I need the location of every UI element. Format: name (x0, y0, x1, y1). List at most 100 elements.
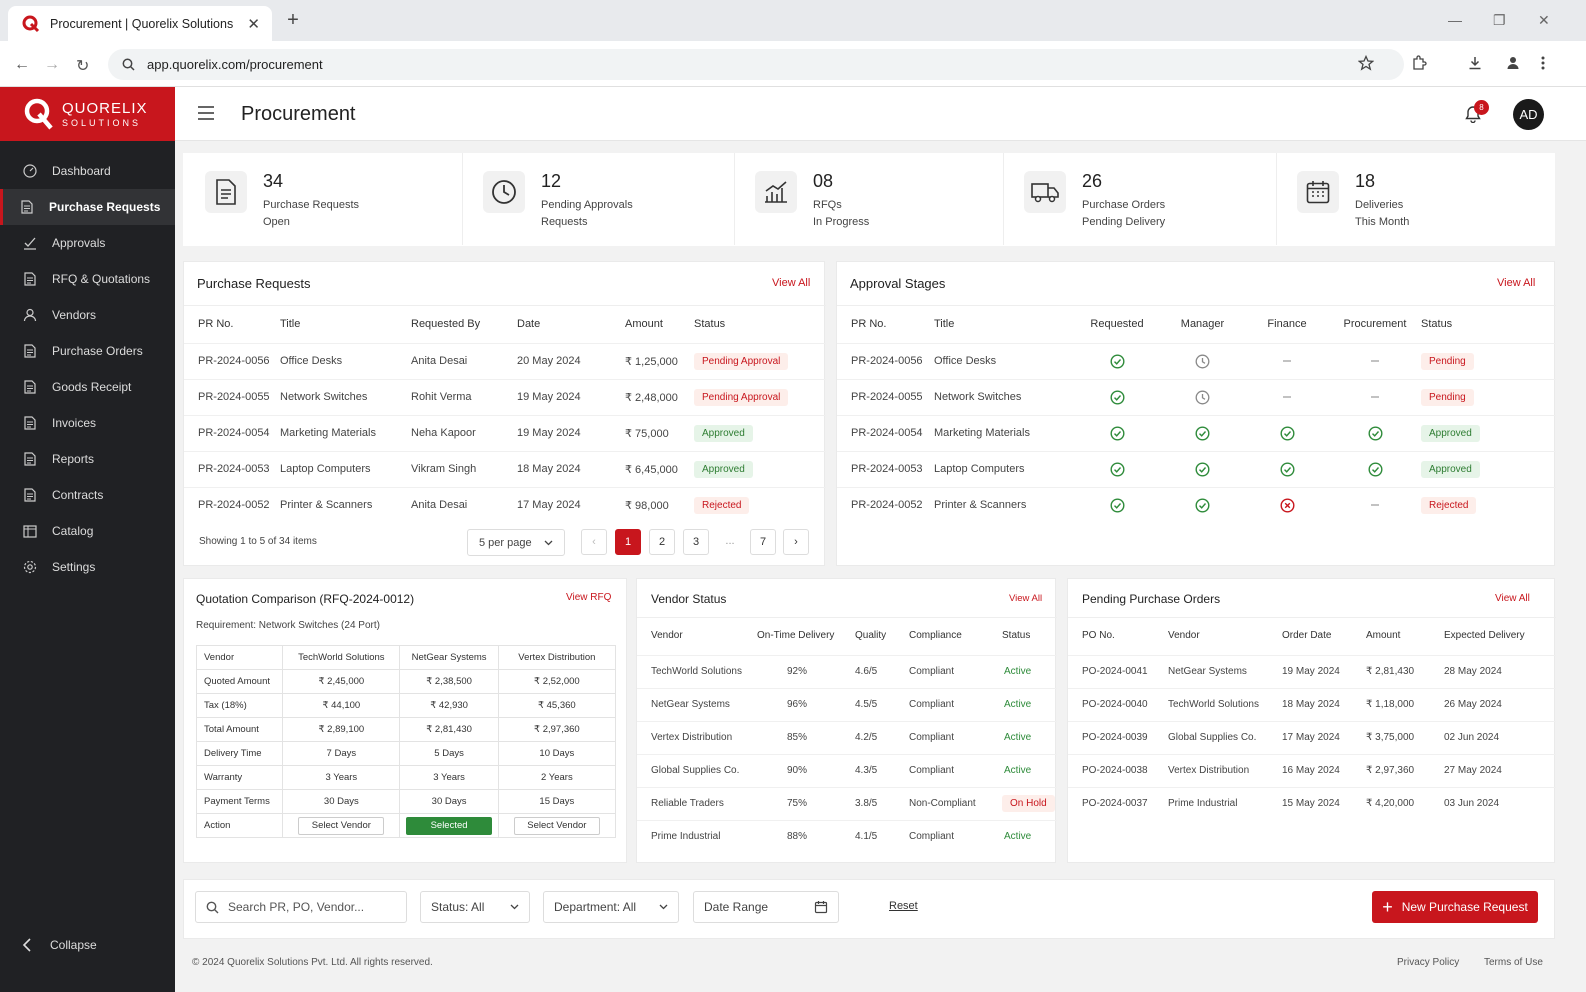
copyright-text: © 2024 Quorelix Solutions Pvt. Ltd. All … (192, 957, 433, 968)
terms-link[interactable]: Terms of Use (1484, 957, 1543, 968)
pr-view-all-link[interactable]: View All (772, 277, 811, 289)
column-header: Requested (1090, 318, 1144, 331)
department-filter-select[interactable]: Department: All (543, 891, 679, 923)
restore-icon[interactable]: ❐ (1493, 12, 1506, 28)
reload-icon[interactable]: ↻ (76, 58, 90, 75)
select-vendor-button[interactable]: Select Vendor (298, 816, 385, 835)
table-cell: Compliant (909, 819, 1002, 853)
table-row[interactable]: PR-2024-0052 Printer & Scanners Rejected (837, 486, 1556, 523)
sidebar-item-settings[interactable]: Settings (0, 549, 175, 585)
sidebar-item-goods-receipt[interactable]: Goods Receipt (0, 369, 175, 405)
sidebar-item-contracts[interactable]: Contracts (0, 477, 175, 513)
reset-link[interactable]: Reset (889, 900, 918, 912)
download-icon[interactable] (1467, 55, 1483, 71)
sidebar-item-catalog[interactable]: Catalog (0, 513, 175, 549)
address-bar[interactable]: app.quorelix.com/procurement (108, 49, 1404, 80)
extensions-icon[interactable] (1411, 55, 1427, 71)
table-row[interactable]: PR-2024-0055 Network Switches Pending (837, 378, 1556, 415)
table-cell: 96% (757, 687, 855, 721)
table-row[interactable]: PR-2024-0056 Office Desks Pending (837, 342, 1556, 379)
hamburger-menu-icon[interactable] (197, 106, 215, 120)
table-row[interactable]: PR-2024-0054 Marketing Materials Neha Kapo… (184, 414, 826, 451)
table-row[interactable]: NetGear Systems 96% 4.5/5 Compliant Active (637, 687, 1057, 721)
table-row[interactable]: Reliable Traders 75% 3.8/5 Non-Compliant On … (637, 786, 1057, 820)
new-purchase-request-button[interactable]: + New Purchase Request (1372, 891, 1538, 923)
date-range-field[interactable]: Date Range (693, 891, 839, 923)
search-field[interactable]: Search PR, PO, Vendor... (195, 891, 407, 923)
stat-card[interactable]: 12 Pending Approvals Requests (483, 153, 633, 245)
selected-vendor-button[interactable]: Selected (406, 816, 493, 835)
table-row[interactable]: PR-2024-0054 Marketing Materials Approved (837, 414, 1556, 451)
table-row[interactable]: PR-2024-0052 Printer & Scanners Anita Desa… (184, 486, 826, 523)
status-badge: Approved (1421, 424, 1480, 442)
back-icon[interactable]: ← (14, 56, 30, 73)
status-filter-select[interactable]: Status: All (420, 891, 530, 923)
per-page-select[interactable]: 5 per page (467, 529, 565, 556)
prev-page-button[interactable]: ‹ (581, 529, 607, 555)
sidebar-item-invoices[interactable]: Invoices (0, 405, 175, 441)
privacy-policy-link[interactable]: Privacy Policy (1397, 957, 1460, 968)
forward-icon[interactable]: → (44, 56, 60, 73)
collapse-button[interactable]: Collapse (22, 938, 97, 952)
page-button[interactable]: 1 (615, 529, 641, 555)
sidebar-item-label: Purchase Requests (49, 200, 161, 214)
stat-card[interactable]: 18 Deliveries This Month (1297, 153, 1409, 245)
sidebar-item-purchase-orders[interactable]: Purchase Orders (0, 333, 175, 369)
table-cell: 16 May 2024 (1282, 753, 1366, 787)
brand-logo[interactable]: QUORELIX SOLUTIONS (0, 87, 175, 141)
sidebar-item-reports[interactable]: Reports (0, 441, 175, 477)
table-row[interactable]: PO-2024-0038 Vertex Distribution 16 May 20… (1068, 753, 1556, 787)
table-row[interactable]: Global Supplies Co. 90% 4.3/5 Compliant Acti… (637, 753, 1057, 787)
quorelix-favicon-icon (22, 15, 40, 33)
po-view-all-link[interactable]: View All (1495, 593, 1530, 604)
table-row[interactable]: Prime Industrial 88% 4.1/5 Compliant Active (637, 819, 1057, 853)
column-header: Status (1002, 630, 1031, 642)
profile-icon[interactable] (1505, 55, 1521, 71)
table-row[interactable]: PO-2024-0037 Prime Industrial 15 May 2024 ₹… (1068, 786, 1556, 820)
table-row[interactable]: PR-2024-0055 Network Switches Rohit Verma 1… (184, 378, 826, 415)
document-icon (23, 380, 37, 394)
table-cell: ₹ 3,75,000 (1366, 720, 1444, 754)
view-rfq-link[interactable]: View RFQ (566, 592, 612, 603)
vendor-view-all-link[interactable]: View All (1009, 593, 1043, 604)
page-button[interactable]: 3 (683, 529, 709, 555)
sidebar-item-dashboard[interactable]: Dashboard (0, 153, 175, 189)
page-button[interactable]: 7 (750, 529, 776, 555)
sidebar-item-vendors[interactable]: Vendors (0, 297, 175, 333)
table-row[interactable]: Vertex Distribution 85% 4.2/5 Compliant Acti… (637, 720, 1057, 754)
bookmark-star-icon[interactable] (1358, 55, 1374, 71)
table-cell: Select Vendor (497, 813, 617, 838)
table-row[interactable]: PO-2024-0039 Global Supplies Co. 17 May 20… (1068, 720, 1556, 754)
new-tab-icon[interactable]: + (287, 9, 299, 31)
browser-tab[interactable]: Procurement | Quorelix Solutions ✕ (8, 6, 272, 41)
table-cell: 92% (757, 654, 855, 688)
po-table: PO No. Vendor Order Date Amount Expected Del… (1068, 617, 1556, 820)
minimize-icon[interactable]: — (1448, 12, 1462, 28)
column-header: On-Time Delivery (757, 630, 835, 642)
next-page-button[interactable]: › (783, 529, 809, 555)
check-circle-icon (1109, 461, 1125, 477)
table-row[interactable]: PO-2024-0041 NetGear Systems 19 May 2024 ₹ … (1068, 654, 1556, 688)
stat-label: Pending Approvals (541, 199, 633, 211)
table-row[interactable]: PO-2024-0040 TechWorld Solutions 18 May 20… (1068, 687, 1556, 721)
table-row[interactable]: TechWorld Solutions 92% 4.6/5 Compliant Acti… (637, 654, 1057, 688)
table-row[interactable]: PR-2024-0056 Office Desks Anita Desai 20 Ma… (184, 342, 826, 379)
stat-card[interactable]: 34 Purchase Requests Open (205, 153, 359, 245)
close-tab-icon[interactable]: ✕ (247, 15, 260, 33)
table-cell (1160, 342, 1245, 379)
search-icon (122, 58, 135, 71)
approval-view-all-link[interactable]: View All (1497, 277, 1536, 289)
column-header: PO No. (1082, 630, 1115, 642)
stat-card[interactable]: 08 RFQs In Progress (755, 153, 869, 245)
close-window-icon[interactable]: ✕ (1538, 12, 1550, 28)
menu-dots-icon[interactable] (1540, 55, 1546, 71)
select-vendor-button[interactable]: Select Vendor (513, 816, 600, 835)
table-row[interactable]: PR-2024-0053 Laptop Computers Vikram Singh… (184, 450, 826, 487)
page-button[interactable]: 2 (649, 529, 675, 555)
avatar[interactable]: AD (1513, 99, 1544, 130)
stat-card[interactable]: 26 Purchase Orders Pending Delivery (1024, 153, 1165, 245)
sidebar-item-approvals[interactable]: Approvals (0, 225, 175, 261)
sidebar-item-purchase-requests[interactable]: Purchase Requests (0, 189, 175, 225)
table-row[interactable]: PR-2024-0053 Laptop Computers Approved (837, 450, 1556, 487)
sidebar-item-rfq-quotations[interactable]: RFQ & Quotations (0, 261, 175, 297)
